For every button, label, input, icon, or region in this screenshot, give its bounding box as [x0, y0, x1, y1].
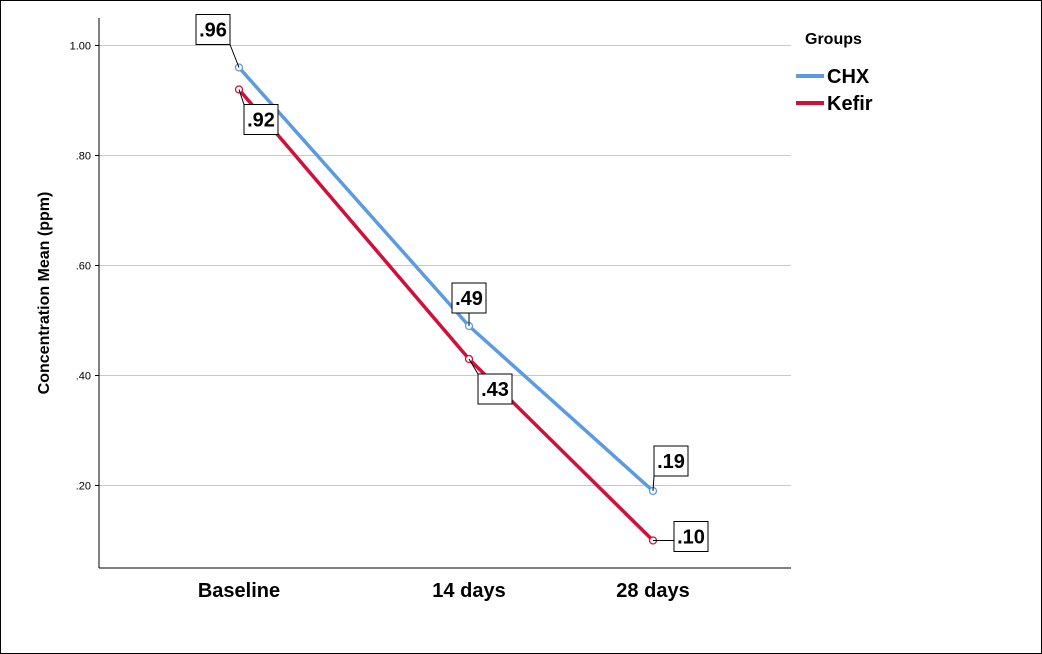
axes-layer	[98, 18, 791, 569]
legend-label-kefir: Kefir	[827, 93, 873, 115]
series-layer	[234, 63, 658, 545]
data-label-box	[673, 521, 709, 552]
legend-title: Groups	[805, 31, 862, 48]
y-ticks: .20 .40 .60 .80 1.00	[70, 41, 99, 493]
y-tick-label: .20	[76, 481, 91, 493]
data-label-box	[477, 373, 513, 405]
y-tick-label: 1.00	[70, 41, 91, 53]
grid-layer	[99, 45, 791, 486]
data-label-chx: .96	[199, 20, 227, 42]
label-leader	[652, 475, 655, 492]
legend-label-chx: CHX	[827, 66, 870, 88]
y-tick-label: .60	[76, 261, 91, 273]
data-label-kefir: .43	[481, 379, 509, 401]
data-label-box	[195, 14, 231, 45]
data-label-box	[243, 104, 279, 135]
label-leader	[468, 358, 479, 375]
series-line-kefir	[237, 88, 655, 542]
data-label-chx: .19	[657, 451, 685, 473]
x-ticks: Baseline 14 days 28 days	[198, 580, 690, 602]
x-tick-label: Baseline	[198, 580, 280, 602]
y-axis-title: Concentration Mean (ppm)	[36, 192, 53, 395]
data-label-box	[451, 282, 487, 314]
data-label-kefir: .10	[677, 527, 705, 549]
data-label-box	[653, 445, 689, 477]
y-tick-label: .80	[76, 151, 91, 163]
data-label-kefir: .92	[247, 110, 275, 132]
y-tick-label: .40	[76, 371, 91, 383]
legend: Groups CHX Kefir	[796, 31, 873, 115]
series-line-chx	[237, 66, 655, 493]
x-tick-label: 14 days	[432, 580, 505, 602]
label-leader	[238, 89, 245, 105]
x-tick-label: 28 days	[616, 580, 689, 602]
label-leader	[229, 44, 240, 68]
data-labels: .96 .49 .19 .92 .43 .10	[195, 14, 709, 552]
data-label-chx: .49	[455, 288, 483, 310]
